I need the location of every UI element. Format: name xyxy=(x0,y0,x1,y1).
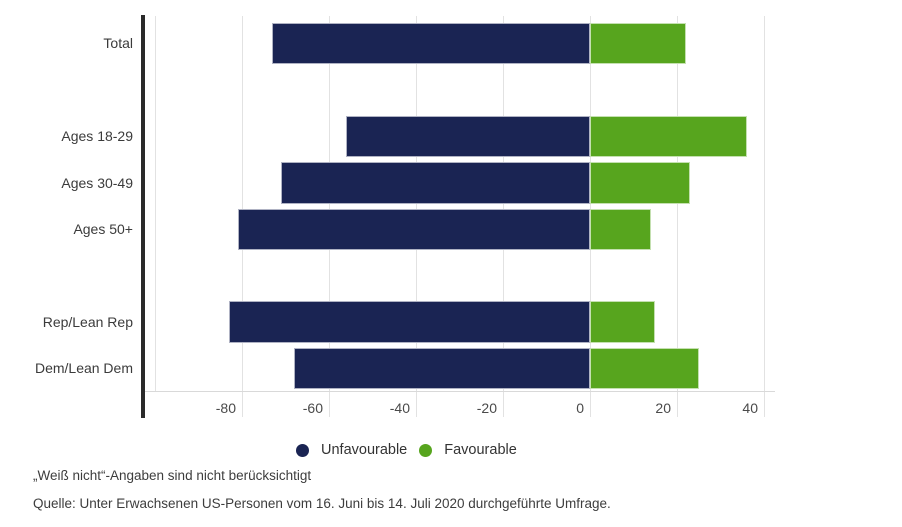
legend-label-favourable: Favourable xyxy=(444,442,517,458)
chart-source: Quelle: Unter Erwachsenen US-Personen vo… xyxy=(33,496,611,511)
legend-item-favourable[interactable]: Favourable xyxy=(419,442,517,458)
x-tick-label: -40 xyxy=(389,400,410,416)
bar-favourable-ages-30-49[interactable] xyxy=(590,162,691,204)
legend-label-unfavourable: Unfavourable xyxy=(321,442,408,458)
bar-favourable-total[interactable] xyxy=(590,22,686,64)
y-axis-line xyxy=(141,15,145,418)
x-tick-label: -80 xyxy=(215,400,236,416)
x-tick-label: -20 xyxy=(476,400,497,416)
bar-unfavourable-ages-50-[interactable] xyxy=(237,208,590,250)
category-label: Ages 18-29 xyxy=(61,128,133,145)
bar-unfavourable-ages-18-29[interactable] xyxy=(346,115,590,157)
x-axis-line xyxy=(145,391,775,392)
x-tick-label: 40 xyxy=(742,400,758,416)
bar-favourable-ages-18-29[interactable] xyxy=(590,115,747,157)
bar-favourable-rep-lean-rep[interactable] xyxy=(590,301,656,343)
category-label: Ages 30-49 xyxy=(61,174,133,191)
chart-legend: Unfavourable Favourable xyxy=(296,442,517,458)
legend-item-unfavourable[interactable]: Unfavourable xyxy=(296,442,407,458)
x-tick-label: 0 xyxy=(576,400,584,416)
bar-unfavourable-ages-30-49[interactable] xyxy=(281,162,590,204)
bar-unfavourable-dem-lean-dem[interactable] xyxy=(294,347,590,389)
x-tick-label: 20 xyxy=(655,400,671,416)
category-label: Dem/Lean Dem xyxy=(34,360,133,377)
favourable-series-dot-icon xyxy=(419,443,433,457)
gridline xyxy=(155,16,156,391)
category-label: Ages 50+ xyxy=(73,221,133,238)
diverging-bar-chart: Total Ages 18-29 Ages 30-49 Ages 50+ Rep/Lea… xyxy=(34,15,775,418)
x-tick-label: -60 xyxy=(302,400,323,416)
gridline xyxy=(677,16,678,417)
bar-unfavourable-total[interactable] xyxy=(272,22,590,64)
chart-footnote: „Weiß nicht“-Angaben sind nicht berücksi… xyxy=(33,468,312,483)
unfavourable-series-dot-icon xyxy=(296,443,309,457)
bar-favourable-dem-lean-dem[interactable] xyxy=(590,347,699,389)
bar-unfavourable-rep-lean-rep[interactable] xyxy=(228,301,590,343)
category-label: Rep/Lean Rep xyxy=(42,313,133,330)
bar-favourable-ages-50-[interactable] xyxy=(590,208,651,250)
category-label: Total xyxy=(103,35,133,52)
gridline xyxy=(764,16,765,417)
